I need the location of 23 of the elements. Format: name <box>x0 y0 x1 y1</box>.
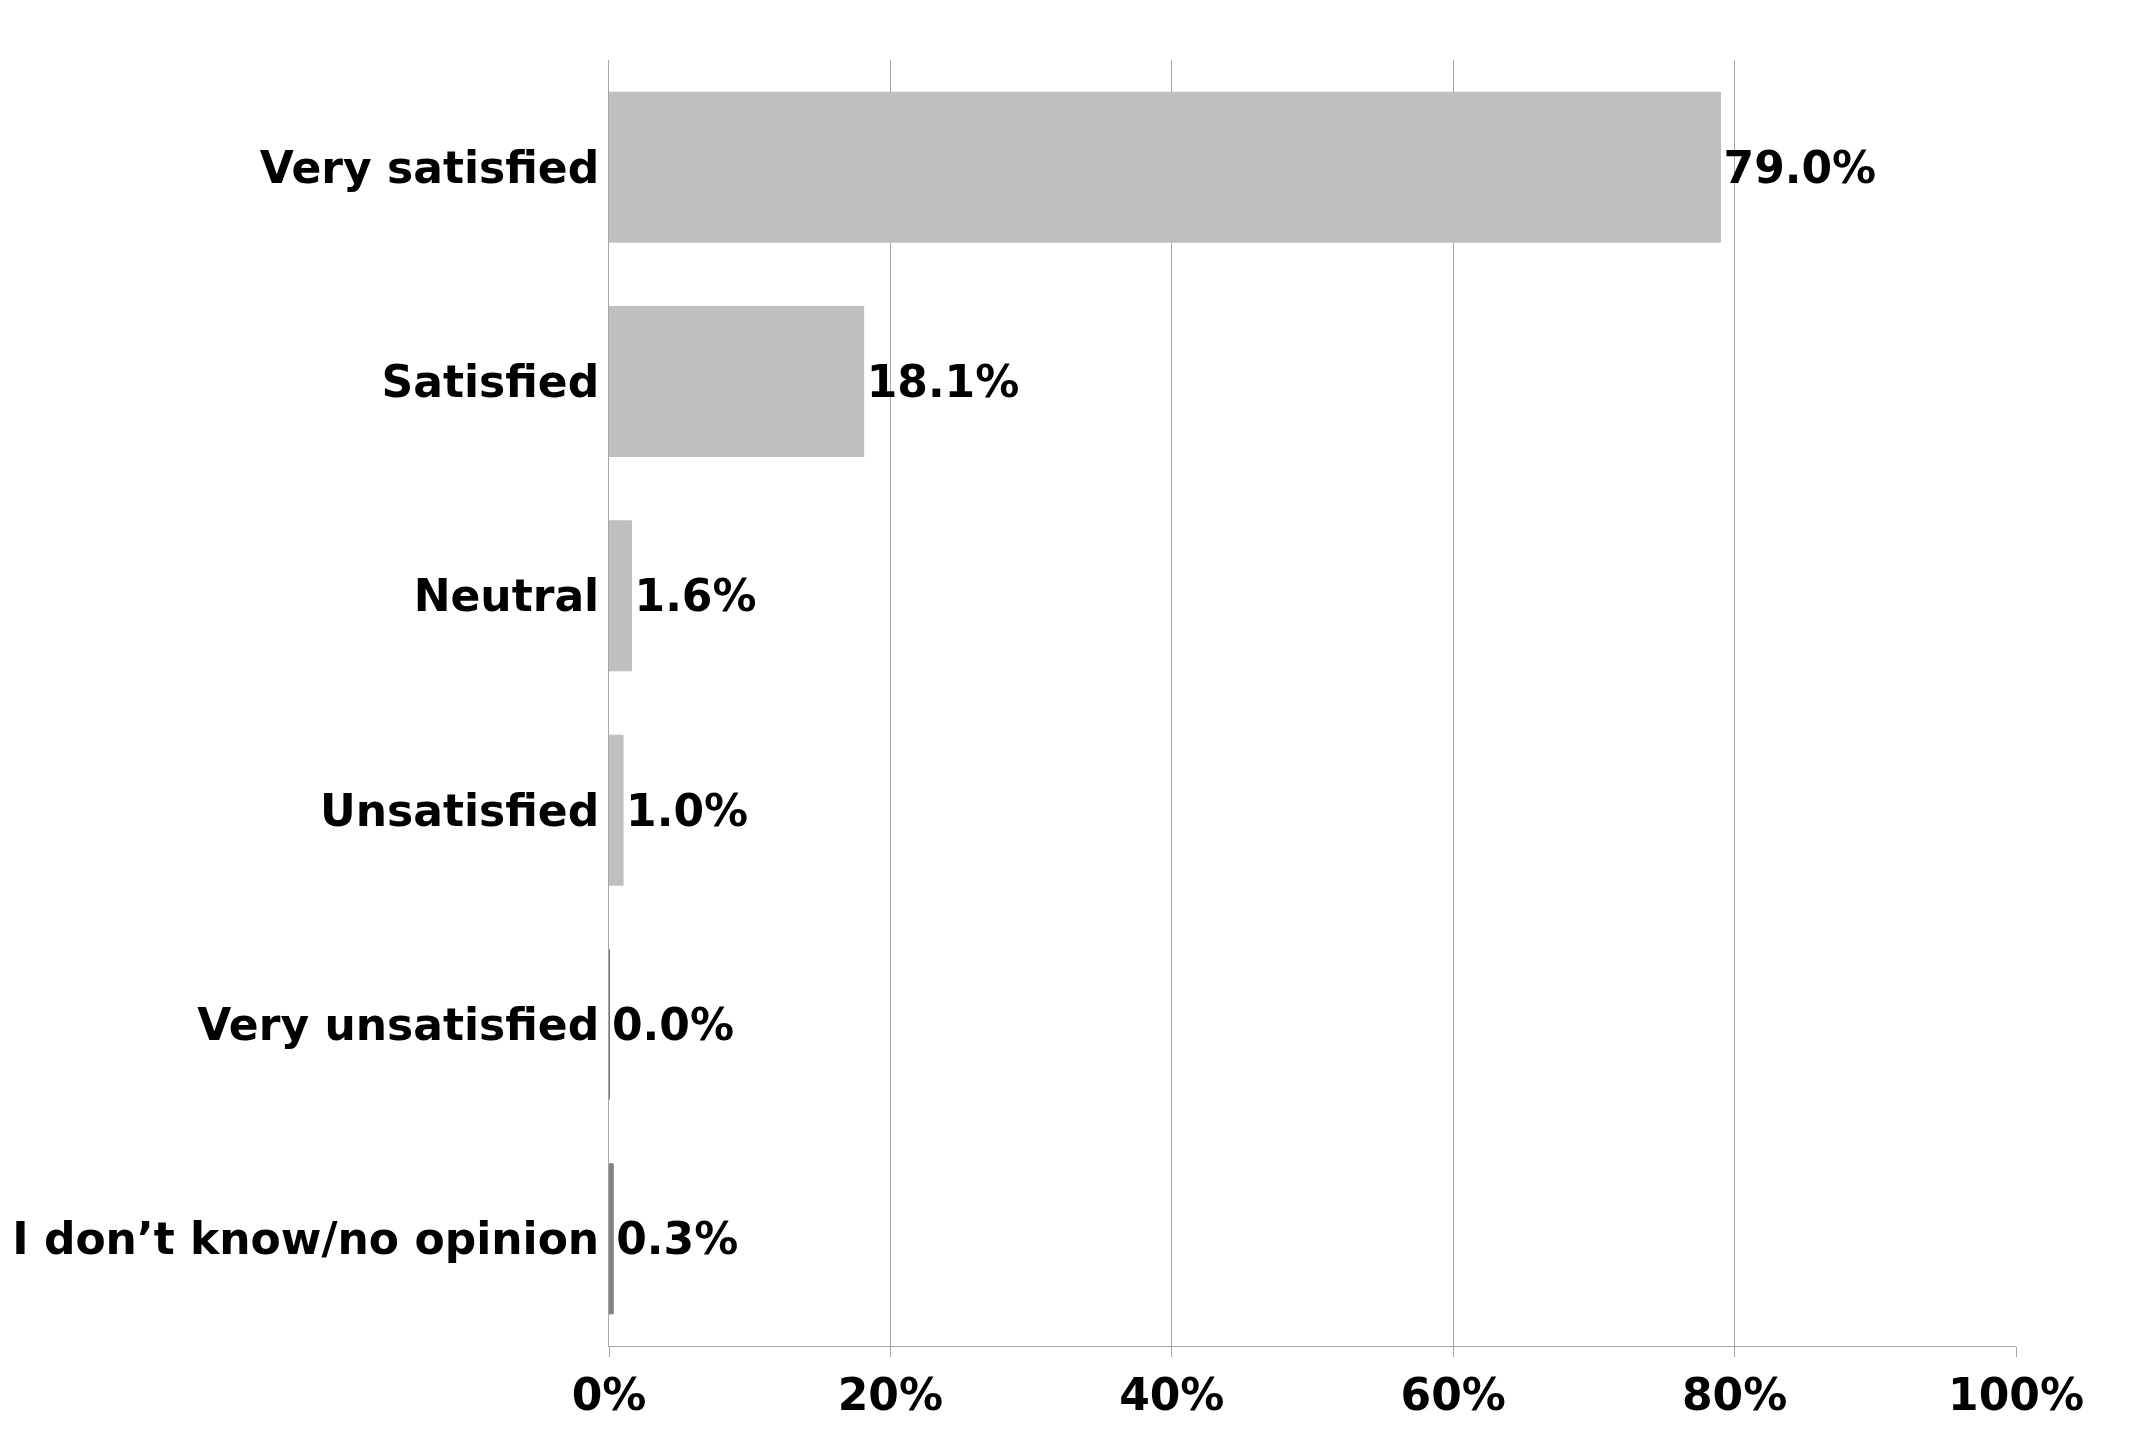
bar <box>609 305 865 458</box>
x-tick-label: 60% <box>1400 1368 1506 1420</box>
data-label: 0.0% <box>612 999 735 1050</box>
data-label: 79.0% <box>1723 141 1877 193</box>
y-tick-label: Neutral <box>413 570 600 622</box>
data-label: 1.0% <box>626 784 749 836</box>
bar <box>609 734 624 886</box>
y-tick-label: Unsatisfied <box>320 784 600 836</box>
bar <box>609 520 633 672</box>
x-tick-label: 0% <box>571 1368 647 1420</box>
data-label: 1.6% <box>634 570 757 622</box>
y-tick-label: Very satisfied <box>259 141 600 193</box>
x-tick-label: 80% <box>1681 1368 1788 1420</box>
data-label: 0.3% <box>616 1213 739 1265</box>
x-tick-label: 100% <box>1948 1368 2084 1420</box>
x-tick-label: 40% <box>1119 1368 1225 1420</box>
data-label: 18.1% <box>866 356 1020 407</box>
y-tick-label: Very unsatisfied <box>197 998 600 1050</box>
bar <box>609 1163 614 1315</box>
y-tick-label: I don’t know/no opinion <box>12 1213 600 1265</box>
bar <box>609 91 1722 243</box>
x-tick-label: 20% <box>837 1368 944 1420</box>
y-tick-label: Satisfied <box>381 355 600 407</box>
